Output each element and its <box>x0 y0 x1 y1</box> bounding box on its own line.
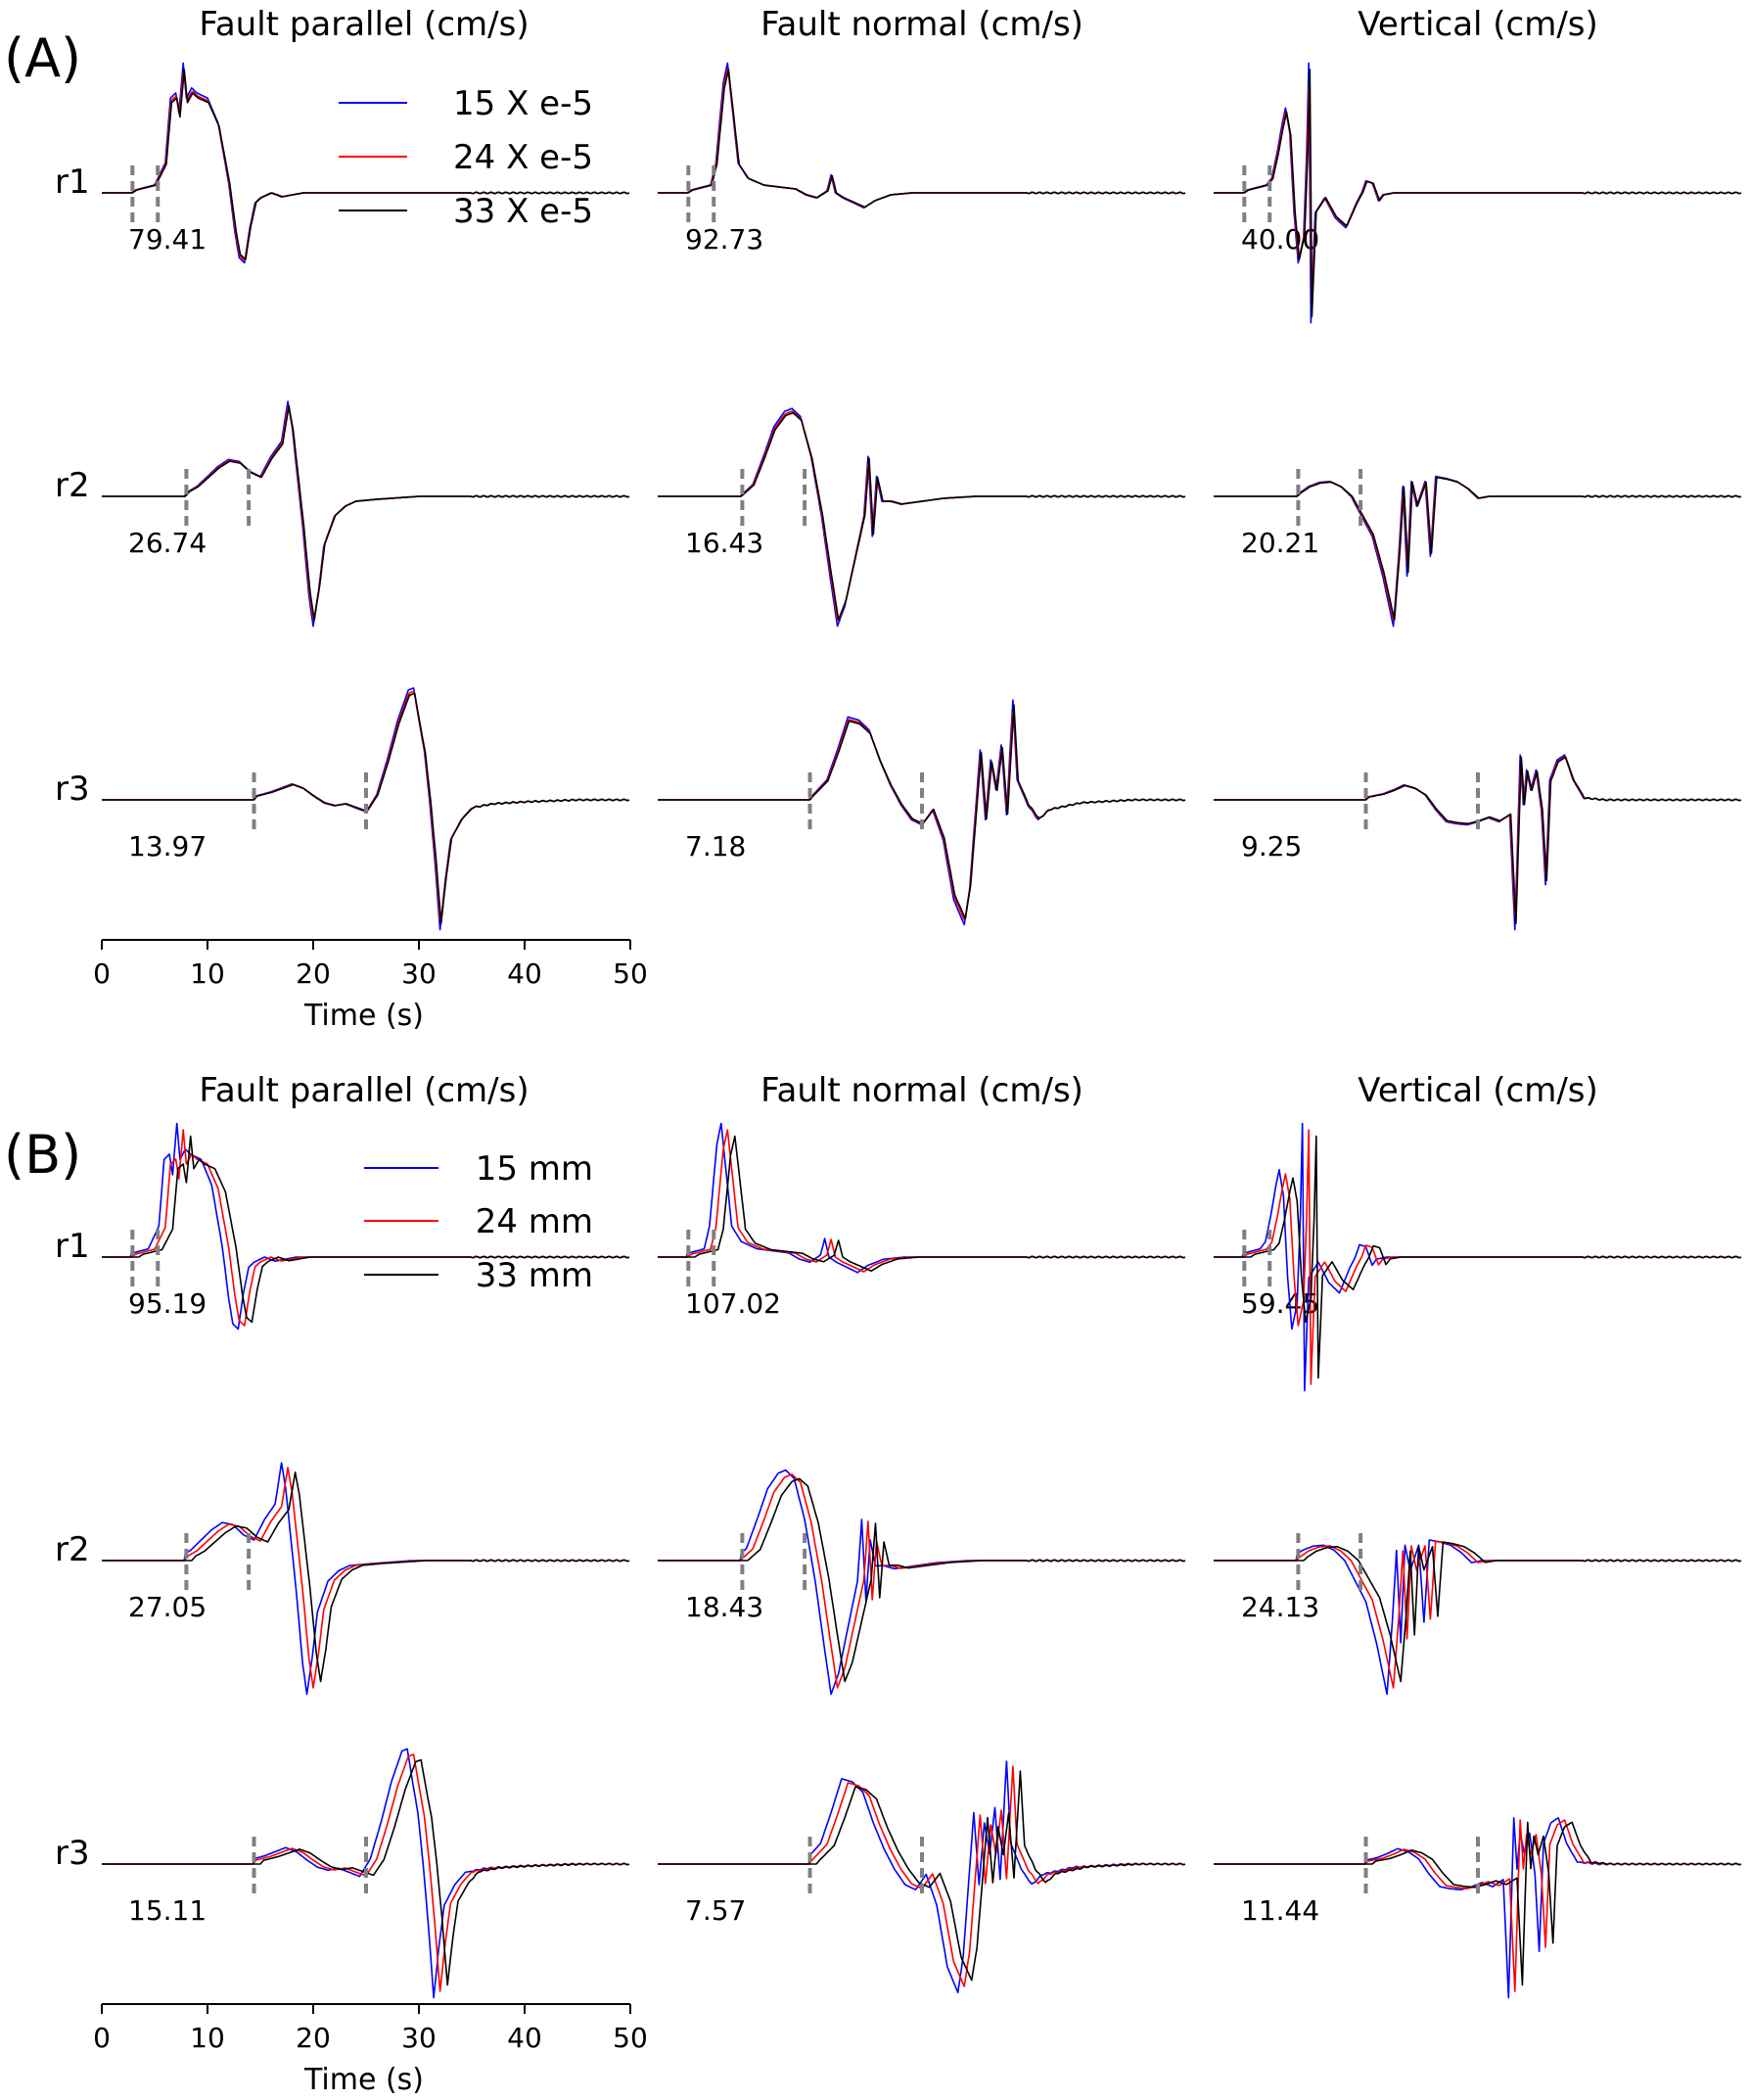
peak-b-r1-normal: 107.02 <box>685 1287 781 1320</box>
time-tick-label-0: 0 <box>93 957 111 990</box>
trace-a-r2-c2-24-X-e-5 <box>658 410 1186 623</box>
time-tick-label-10: 10 <box>190 2022 225 2054</box>
peak-a-r2-parallel: 26.74 <box>128 527 207 559</box>
peak-a-r2-normal: 16.43 <box>685 527 763 559</box>
time-tick-label-10: 10 <box>190 957 225 990</box>
trace-b-r2-c1-33-mm <box>102 1471 630 1683</box>
peak-a-r3-vertical: 9.25 <box>1241 830 1302 863</box>
legend-a: 15 X e-5 24 X e-5 33 X e-5 <box>339 84 593 231</box>
trace-a-r2-c1-15-X-e-5 <box>102 400 630 628</box>
legend-b-label-3: 33 mm <box>476 1256 593 1295</box>
legend-b: 15 mm 24 mm 33 mm <box>364 1149 593 1295</box>
time-axis-a-ticks: 0 10 20 30 40 50 <box>93 940 648 990</box>
peak-b-r2-parallel: 27.05 <box>128 1591 207 1623</box>
peak-a-r1-vertical: 40.00 <box>1241 223 1319 256</box>
peak-b-r2-vertical: 24.13 <box>1241 1591 1319 1623</box>
time-tick-label-30: 30 <box>401 957 437 990</box>
trace-a-r1-c1-33-X-e-5 <box>102 69 630 260</box>
time-axis-b: 0 10 20 30 40 50 Time (s) <box>93 2003 648 2097</box>
trace-a-r2-c3-33-X-e-5 <box>1214 476 1742 621</box>
onset-markers-b <box>130 1230 1480 1893</box>
legend-a-label-1: 15 X e-5 <box>453 84 593 123</box>
peak-b-r3-normal: 7.57 <box>685 1894 746 1927</box>
panel-b: (B) Fault parallel (cm/s) Fault normal (… <box>4 1071 1742 2097</box>
legend-b-label-1: 15 mm <box>476 1149 593 1189</box>
row-label-a-r3: r3 <box>55 770 90 809</box>
panel-a: (A) Fault parallel (cm/s) Fault normal (… <box>4 5 1742 1033</box>
trace-b-r1-c2-15-mm <box>658 1122 1186 1274</box>
peak-a-r1-parallel: 79.41 <box>128 223 207 256</box>
time-axis-a: 0 10 20 30 40 50 Time (s) <box>93 939 648 1033</box>
traces-b <box>102 1122 1742 1999</box>
row-label-a-r1: r1 <box>55 163 90 202</box>
trace-b-r1-c2-33-mm <box>658 1135 1186 1272</box>
peak-b-r1-parallel: 95.19 <box>128 1287 207 1320</box>
time-axis-a-label: Time (s) <box>303 999 424 1033</box>
trace-b-r2-c2-33-mm <box>658 1477 1186 1683</box>
peak-a-r1-normal: 92.73 <box>685 223 763 256</box>
traces-a <box>102 62 1742 931</box>
col-title-a-vertical: Vertical (cm/s) <box>1358 5 1598 44</box>
time-tick-label-40: 40 <box>507 2022 542 2054</box>
legend-a-label-2: 24 X e-5 <box>453 138 593 177</box>
time-axis-b-ticks: 0 10 20 30 40 50 <box>93 2004 648 2054</box>
peak-b-r2-normal: 18.43 <box>685 1591 763 1623</box>
trace-b-r1-c3-33-mm <box>1214 1135 1742 1379</box>
trace-b-r2-c2-15-mm <box>658 1469 1186 1696</box>
peak-a-r2-vertical: 20.21 <box>1241 527 1319 559</box>
trace-b-r1-c1-33-mm <box>102 1135 630 1324</box>
time-tick-label-0: 0 <box>93 2022 111 2054</box>
trace-a-r2-c1-24-X-e-5 <box>102 406 630 620</box>
time-axis-b-label: Time (s) <box>303 2063 424 2097</box>
peak-a-r3-normal: 7.18 <box>685 830 746 863</box>
trace-a-r2-c2-15-X-e-5 <box>658 407 1186 628</box>
peak-b-r3-vertical: 11.44 <box>1241 1894 1319 1927</box>
time-tick-label-40: 40 <box>507 957 542 990</box>
time-tick-label-30: 30 <box>401 2022 437 2054</box>
trace-b-r2-c1-15-mm <box>102 1462 630 1696</box>
col-title-a-normal: Fault normal (cm/s) <box>760 5 1083 44</box>
trace-a-r2-c1-33-X-e-5 <box>102 405 630 621</box>
panel-label-b: (B) <box>4 1124 81 1186</box>
col-title-b-parallel: Fault parallel (cm/s) <box>199 1071 529 1110</box>
row-label-b-r1: r1 <box>55 1227 90 1266</box>
legend-a-label-3: 33 X e-5 <box>453 192 593 231</box>
peak-a-r3-parallel: 13.97 <box>128 830 207 863</box>
trace-a-r3-c2-24-X-e-5 <box>658 711 1186 921</box>
time-tick-label-50: 50 <box>613 2022 648 2054</box>
trace-a-r1-c3-33-X-e-5 <box>1214 69 1742 317</box>
trace-b-r2-c3-33-mm <box>1214 1541 1742 1683</box>
trace-a-r1-c2-33-X-e-5 <box>658 69 1186 209</box>
row-label-b-r3: r3 <box>55 1834 90 1873</box>
trace-a-r2-c2-33-X-e-5 <box>658 411 1186 621</box>
row-label-a-r2: r2 <box>55 466 90 505</box>
trace-b-r2-c2-24-mm <box>658 1473 1186 1689</box>
col-title-b-vertical: Vertical (cm/s) <box>1358 1071 1598 1110</box>
peak-b-r3-parallel: 15.11 <box>128 1894 207 1927</box>
time-tick-label-20: 20 <box>296 957 331 990</box>
col-title-b-normal: Fault normal (cm/s) <box>760 1071 1083 1110</box>
time-tick-label-20: 20 <box>296 2022 331 2054</box>
onset-markers-a <box>130 165 1480 829</box>
peak-b-r1-vertical: 59.45 <box>1241 1287 1319 1320</box>
time-tick-label-50: 50 <box>613 957 648 990</box>
panel-label-a: (A) <box>4 27 81 89</box>
legend-b-label-2: 24 mm <box>476 1202 593 1241</box>
row-label-b-r2: r2 <box>55 1530 90 1569</box>
col-title-a-parallel: Fault parallel (cm/s) <box>199 5 529 44</box>
trace-b-r2-c1-24-mm <box>102 1467 630 1689</box>
trace-a-r1-c2-15-X-e-5 <box>658 62 1186 210</box>
